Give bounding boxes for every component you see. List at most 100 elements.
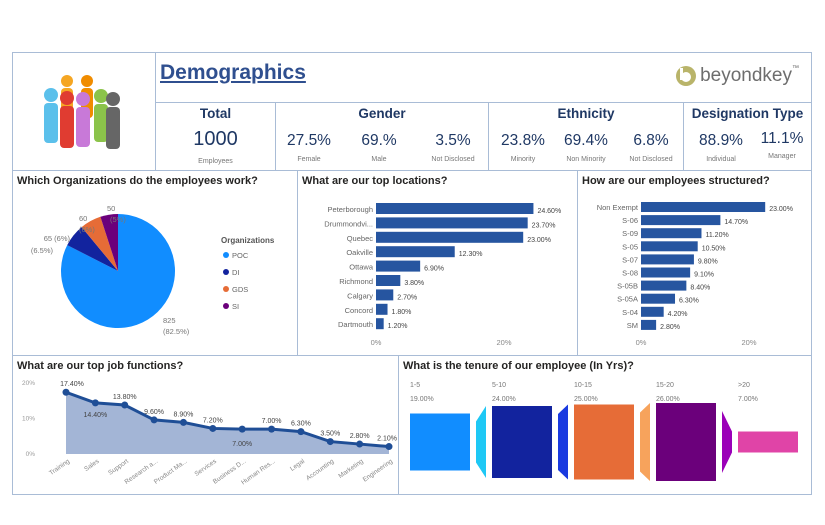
x-tick-label: 20% xyxy=(741,338,756,347)
job-functions-area-chart: 0% 10% 20% 17.40% Training 14.40% Sales 13.80% S… xyxy=(22,380,397,486)
bar-data-label: 14.70% xyxy=(724,219,748,226)
data-label: 6.30% xyxy=(291,421,311,428)
bar-category-label: S-05B xyxy=(617,282,638,291)
structure-bar-chart: Non Exempt 23.00% S-06 14.70% S-09 11.20% S-05… xyxy=(597,202,793,347)
logo-text: beyondkey xyxy=(700,65,792,86)
data-point xyxy=(179,418,187,426)
bar-category-label: Concord xyxy=(345,306,373,315)
kpi-individual-value: 88.9% xyxy=(699,132,743,149)
bar-data-label: 9.10% xyxy=(694,272,714,279)
data-point xyxy=(356,440,364,448)
bar xyxy=(641,306,664,317)
tenure-category-label: 1-5 xyxy=(410,382,420,389)
bar xyxy=(641,228,702,239)
tenure-connector xyxy=(476,406,486,478)
locations-panel: What are our top locations? Peterborough… xyxy=(297,170,578,356)
bar-category-label: S-05 xyxy=(622,242,638,251)
tenure-category-label: >20 xyxy=(738,382,750,389)
people-icon xyxy=(44,75,120,149)
pie-label-pct: (5%) xyxy=(110,215,126,224)
job-functions-panel: What are our top job functions? 0% 10% 20%… xyxy=(12,355,399,495)
tenure-category-label: 10-15 xyxy=(574,382,592,389)
pie-slice-di xyxy=(67,227,118,271)
kpi-individual-label: Individual xyxy=(706,156,736,163)
kpi-nonminority-value: 69.4% xyxy=(564,132,608,149)
tenure-block xyxy=(574,404,634,480)
data-point xyxy=(150,416,158,424)
logo-cell xyxy=(12,52,156,171)
data-point xyxy=(62,388,70,396)
bar-data-label: 23.70% xyxy=(532,222,556,229)
tenure-value-label: 24.00% xyxy=(492,396,516,403)
tenure-block xyxy=(656,403,716,481)
data-point xyxy=(238,425,246,433)
kpi-minority-value: 23.8% xyxy=(501,132,545,149)
pie-slice-gds xyxy=(81,216,118,271)
bar xyxy=(376,217,528,229)
data-label: 9.60% xyxy=(144,409,164,416)
bar-data-label: 2.70% xyxy=(397,294,417,301)
kpi-nonminority-label: Non Minority xyxy=(566,156,606,163)
bar-category-label: Oakville xyxy=(346,248,373,257)
bar-category-label: S-09 xyxy=(622,229,638,238)
data-label: 17.40% xyxy=(60,381,84,388)
tenure-category-label: 15-20 xyxy=(656,382,674,389)
bar xyxy=(376,303,388,315)
kpi-designation-label: Designation Type xyxy=(691,106,804,121)
data-label: 2.10% xyxy=(377,436,397,443)
tenure-block xyxy=(492,406,552,478)
legend-marker xyxy=(223,303,229,309)
data-label: 14.40% xyxy=(83,412,107,419)
x-tick-label: Accounting xyxy=(305,458,336,482)
logo-mark-icon xyxy=(676,66,697,86)
tenure-value-label: 26.00% xyxy=(656,396,680,403)
bar-data-label: 23.00% xyxy=(769,206,793,213)
kpi-female-value: 27.5% xyxy=(287,132,331,149)
bar xyxy=(376,275,401,286)
pie-slice-si xyxy=(100,214,118,271)
x-tick-label: 0% xyxy=(636,338,647,347)
bar-category-label: Quebec xyxy=(347,234,374,243)
kpi-ethnicity-nd-label: Not Disclosed xyxy=(629,156,673,163)
data-point xyxy=(385,443,393,451)
y-tick-label: 10% xyxy=(22,416,35,423)
data-point xyxy=(91,399,99,407)
x-tick-label: Training xyxy=(48,458,71,477)
tenure-category-label: 5-10 xyxy=(492,382,506,389)
data-label: 7.20% xyxy=(203,417,223,424)
bar-category-label: Non Exempt xyxy=(597,203,639,212)
bar xyxy=(376,260,421,272)
bar-category-label: Calgary xyxy=(347,291,373,300)
bar xyxy=(376,318,384,330)
legend-marker xyxy=(223,286,229,292)
pie-label-value: 60 xyxy=(79,214,87,223)
data-label: 7.00% xyxy=(232,441,252,448)
org-pie-title: Which Organizations do the employees wor… xyxy=(17,175,258,187)
bar xyxy=(641,293,676,304)
tenure-connector xyxy=(640,403,650,481)
pie-label-pct: (6%) xyxy=(79,225,95,234)
bar xyxy=(641,215,721,226)
kpi-gender-nd-label: Not Disclosed xyxy=(431,156,475,163)
bar-category-label: Richmond xyxy=(339,277,373,286)
data-label: 2.80% xyxy=(350,433,370,440)
tenure-block xyxy=(410,413,470,471)
title-bar: Demographics beyondkey ™ xyxy=(155,52,812,103)
legend-item-si: SI xyxy=(232,302,239,311)
kpi-female-label: Female xyxy=(297,156,321,163)
logo-tm: ™ xyxy=(792,65,799,72)
bar-category-label: SM xyxy=(627,321,638,330)
bar-category-label: Ottawa xyxy=(349,263,374,272)
page-title[interactable]: Demographics xyxy=(160,61,306,84)
data-point xyxy=(209,424,217,432)
kpi-manager-value: 11.1% xyxy=(760,130,804,147)
kpi-total: Total 1000 Employees xyxy=(155,102,276,171)
kpi-ethnicity: Ethnicity 23.8% Minority 69.4% Non Minor… xyxy=(488,102,684,171)
bar-data-label: 9.80% xyxy=(698,258,718,265)
legend-marker xyxy=(223,269,229,275)
bar-data-label: 1.20% xyxy=(388,323,408,330)
bar xyxy=(376,203,534,214)
legend-title: Organizations xyxy=(221,236,275,245)
bar-data-label: 24.60% xyxy=(537,208,561,215)
data-point xyxy=(326,438,334,446)
